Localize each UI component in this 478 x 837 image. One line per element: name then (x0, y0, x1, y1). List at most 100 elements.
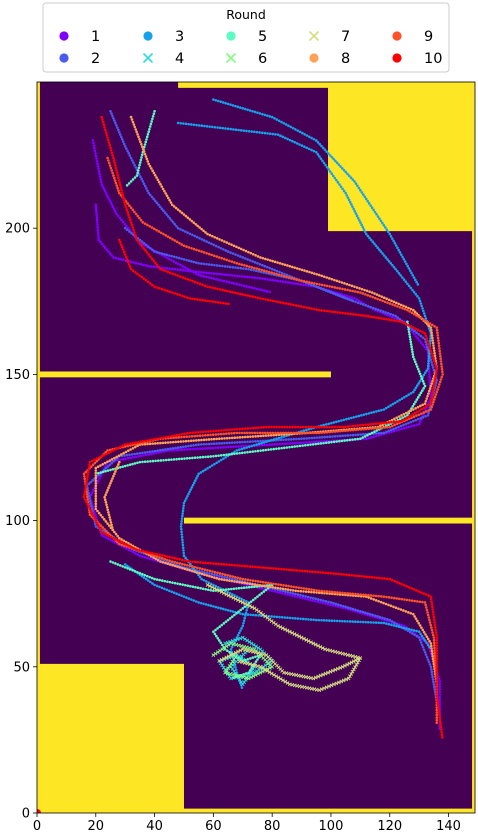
point (367, 436, 371, 440)
point (366, 612, 370, 615)
point (138, 161, 142, 164)
point (270, 443, 274, 446)
point (242, 248, 245, 252)
point (348, 620, 352, 623)
point (353, 297, 356, 300)
point (156, 449, 160, 452)
point (297, 431, 300, 435)
point (319, 600, 322, 604)
point (345, 194, 349, 197)
point (115, 212, 118, 215)
point (147, 130, 151, 134)
point (123, 222, 127, 226)
point (270, 271, 274, 275)
point (360, 287, 364, 291)
point (279, 280, 282, 283)
point (348, 200, 352, 204)
point (384, 311, 387, 314)
point (258, 131, 261, 134)
point (290, 265, 294, 269)
point (346, 312, 350, 315)
point (98, 477, 101, 480)
point (432, 387, 435, 390)
point (428, 621, 432, 624)
point (422, 592, 425, 595)
point (387, 429, 391, 433)
point (223, 240, 226, 243)
point (149, 255, 152, 258)
point (85, 478, 89, 481)
point (217, 278, 221, 282)
point (372, 594, 375, 597)
point (330, 310, 334, 313)
point (184, 497, 188, 500)
point (251, 431, 254, 435)
legend-item-5: 5 (226, 29, 267, 45)
point (416, 283, 420, 286)
point (251, 435, 255, 438)
point (180, 522, 183, 526)
point (149, 580, 152, 584)
point (166, 270, 170, 274)
point (341, 429, 345, 433)
point (382, 431, 386, 435)
point (134, 551, 137, 555)
point (266, 581, 270, 585)
point (229, 661, 233, 666)
point (362, 228, 366, 231)
point (247, 129, 251, 133)
point (116, 446, 120, 450)
x-tick-label: 20 (88, 819, 105, 834)
point (234, 253, 237, 256)
point (411, 350, 414, 354)
point (343, 282, 346, 285)
point (205, 583, 210, 587)
point (133, 125, 137, 129)
point (254, 655, 257, 659)
point (415, 589, 418, 592)
point (183, 559, 187, 562)
point (197, 270, 200, 274)
point (220, 663, 225, 668)
point (292, 632, 297, 636)
point (415, 280, 418, 284)
point (179, 228, 182, 231)
point (203, 573, 206, 576)
point (332, 157, 335, 161)
point (327, 422, 331, 426)
point (158, 448, 162, 452)
point (433, 644, 436, 647)
point (118, 130, 121, 134)
point (302, 437, 306, 440)
point (281, 591, 284, 595)
point (206, 569, 209, 572)
point (186, 568, 189, 571)
point (294, 589, 297, 593)
legend-marker (59, 31, 69, 41)
point (435, 713, 439, 717)
point (429, 597, 433, 601)
point (222, 428, 226, 432)
point (433, 646, 436, 650)
point (425, 405, 428, 408)
point (419, 375, 423, 378)
point (178, 210, 182, 213)
point (388, 577, 392, 581)
point (165, 558, 169, 562)
point (237, 283, 241, 286)
point (149, 282, 152, 285)
point (110, 525, 114, 529)
point (153, 285, 156, 288)
point (181, 294, 184, 298)
point (155, 201, 159, 205)
point (230, 592, 234, 596)
point (145, 187, 148, 190)
point (339, 604, 343, 607)
point (404, 280, 408, 283)
point (346, 592, 349, 595)
point (96, 228, 100, 232)
point (155, 552, 159, 556)
point (338, 294, 342, 298)
point (412, 312, 416, 316)
point (392, 265, 396, 269)
